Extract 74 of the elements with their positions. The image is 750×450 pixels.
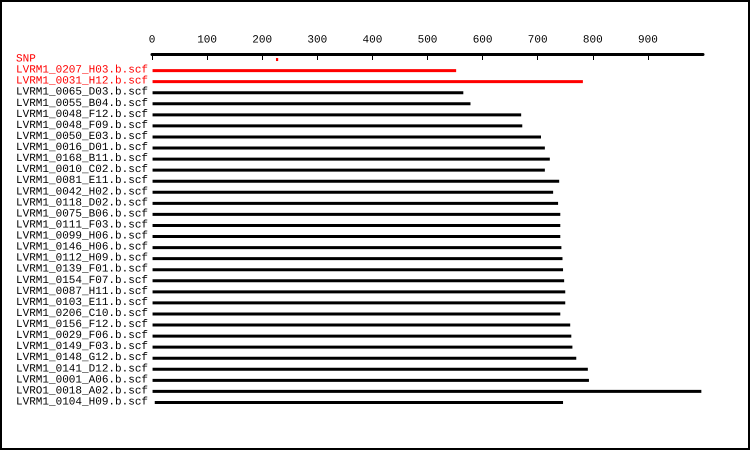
y-tick-label: LVRM1_0146_H06.b.scf [16, 242, 148, 254]
y-tick-label: LVRM1_0168_B11.b.scf [16, 153, 148, 166]
bar [152, 180, 560, 183]
y-tick-label: LVRM1_0087_H11.b.scf [16, 286, 148, 298]
y-tick-label: LVRM1_0050_E03.b.scf [16, 130, 148, 143]
y-tick-label: LVRM1_0001_A06.b.scf [16, 374, 148, 386]
y-tick-label: LVRM1_0029_F06.b.scf [16, 330, 148, 342]
bar [152, 158, 550, 161]
x-tick-label: 100 [197, 34, 218, 46]
bar [152, 356, 576, 360]
y-tick-label: LVRM1_0048_F09.b.scf [16, 120, 148, 132]
y-tick-label: LVRM1_0207_H03.b.scf [16, 64, 148, 77]
y-tick-label: LVRM1_0065_D03.b.scf [16, 86, 148, 99]
x-tick-label: 200 [252, 34, 272, 46]
bar [152, 279, 564, 282]
bar [152, 102, 470, 106]
bar [152, 146, 545, 150]
bar [152, 69, 456, 72]
bar [152, 301, 566, 304]
x-tick-label: 300 [307, 34, 328, 46]
y-tick-label: LVRM1_0139_F01.b.scf [16, 264, 148, 276]
y-tick-label: LVRO1_0018_A02.b.scf [16, 385, 148, 398]
x-tick-label: 700 [528, 34, 548, 46]
y-tick-label: LVRM1_0075_B06.b.scf [16, 208, 148, 220]
y-tick-label: LVRM1_0149_F03.b.scf [16, 341, 148, 354]
x-tick-label: 900 [638, 34, 658, 46]
bar [276, 58, 278, 62]
bar [152, 113, 522, 116]
bar [152, 212, 560, 216]
y-tick-label: LVRM1_0042_H02.b.scf [16, 186, 148, 198]
bar [152, 290, 566, 294]
bar [152, 368, 588, 371]
bar [152, 190, 554, 194]
bar [152, 346, 572, 349]
y-tick-label: LVRM1_0099_H06.b.scf [16, 230, 148, 243]
y-tick-label: SNP [16, 54, 36, 66]
y-tick-label: LVRM1_0118_D02.b.scf [16, 197, 148, 210]
bar [152, 246, 562, 250]
x-tick-label: 0 [148, 34, 156, 46]
y-tick-label: LVRM1_0081_E11.b.scf [16, 175, 148, 188]
y-tick-label: LVRM1_0016_D01.b.scf [16, 142, 148, 154]
bar [152, 224, 560, 227]
y-tick-label: LVRM1_0154_F07.b.scf [16, 274, 148, 287]
bar [152, 324, 570, 327]
bar [152, 168, 545, 172]
y-tick-label: LVRM1_0148_G12.b.scf [16, 352, 148, 364]
x-tick-label: 800 [582, 34, 603, 46]
y-tick-label: LVRM1_0104_H09.b.scf [16, 396, 148, 408]
bar [152, 334, 572, 338]
y-tick-label: LVRM1_0031_H12.b.scf [16, 76, 148, 88]
bar [152, 124, 522, 128]
bar [152, 80, 583, 84]
y-tick-label: LVRM1_0048_F12.b.scf [16, 108, 148, 121]
bar [152, 135, 542, 138]
y-tick-label: LVRM1_0111_F03.b.scf [16, 219, 148, 232]
x-tick-label: 500 [418, 34, 438, 46]
y-tick-label: LVRM1_0010_C02.b.scf [16, 164, 148, 176]
bar [152, 378, 589, 382]
bar [152, 312, 560, 316]
y-tick-label: LVRM1_0103_E11.b.scf [16, 296, 148, 309]
y-tick-label: LVRM1_0206_C10.b.scf [16, 308, 148, 320]
bar [152, 202, 558, 205]
bar [152, 235, 560, 238]
y-tick-label: LVRM1_0141_D12.b.scf [16, 363, 148, 376]
x-tick-label: 400 [362, 34, 382, 46]
bar [152, 268, 564, 272]
y-tick-label: LVRM1_0156_F12.b.scf [16, 319, 148, 332]
x-tick-label: 600 [472, 34, 493, 46]
bar [152, 257, 562, 260]
bar [154, 400, 564, 404]
bar [152, 390, 702, 393]
bar [152, 91, 464, 94]
y-tick-label: LVRM1_0055_B04.b.scf [16, 98, 148, 110]
y-tick-label: LVRM1_0112_H09.b.scf [16, 252, 148, 265]
